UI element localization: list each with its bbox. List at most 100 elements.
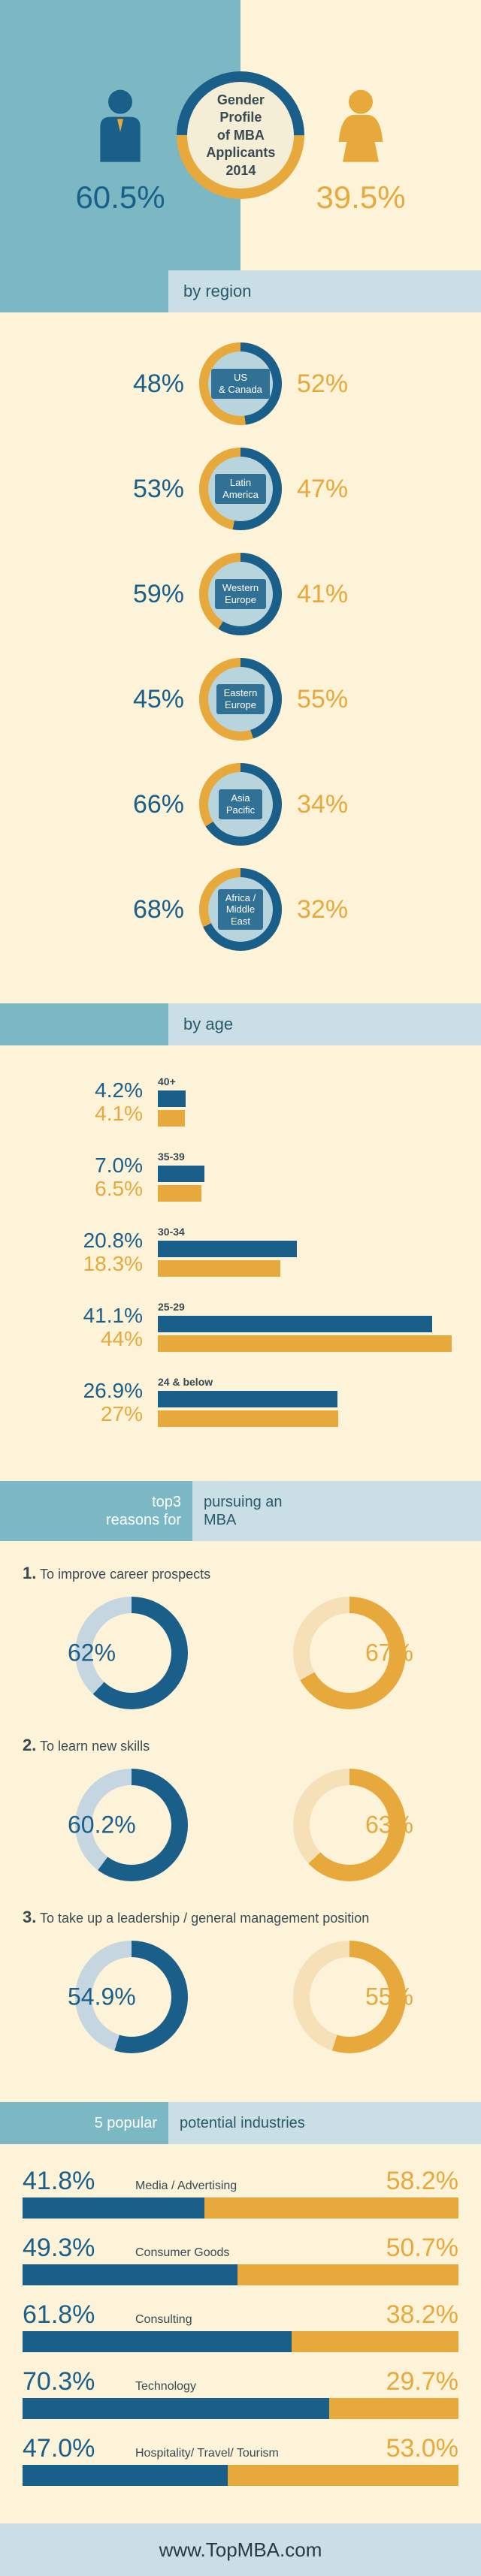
male-icon <box>90 86 150 168</box>
industry-bar-male <box>23 2264 237 2285</box>
age-male-pct: 26.9% <box>23 1380 143 1403</box>
donut-value: 63% <box>365 1811 413 1839</box>
age-row: 4.2% 4.1% 40+ <box>23 1075 458 1130</box>
infographic-root: 60.5% 39.5% Gender Profile of MBA Applic… <box>0 0 481 2576</box>
region-female-pct: 55% <box>297 685 387 714</box>
industry-label: Technology <box>135 2380 346 2397</box>
age-female-pct: 44% <box>23 1328 143 1351</box>
donut-chart: 60.2% <box>75 1769 188 1881</box>
age-row: 41.1% 44% 25-29 <box>23 1301 458 1355</box>
region-female-pct: 41% <box>297 580 387 609</box>
age-label: 40+ <box>158 1075 458 1087</box>
age-male-pct: 41.1% <box>23 1305 143 1328</box>
region-female-pct: 47% <box>297 475 387 504</box>
region-label: Western Europe <box>215 579 266 608</box>
section-age-bar: by age <box>0 1003 481 1045</box>
region-female-pct: 32% <box>297 895 387 925</box>
industry-male-pct: 61.8% <box>23 2300 135 2330</box>
reason-title: 2. To learn new skills <box>23 1736 458 1755</box>
age-bar-female <box>158 1410 338 1427</box>
age-bar-female <box>158 1335 452 1352</box>
age-bar-female <box>158 1110 185 1127</box>
age-male-pct: 7.0% <box>23 1154 143 1178</box>
female-pct: 39.5% <box>316 179 405 216</box>
industry-male-pct: 49.3% <box>23 2234 135 2263</box>
age-label: 35-39 <box>158 1151 458 1163</box>
age-female-pct: 27% <box>23 1403 143 1426</box>
region-male-pct: 66% <box>94 790 184 819</box>
industry-female-pct: 50.7% <box>346 2234 458 2263</box>
industry-bar <box>23 2398 458 2419</box>
age-male-pct: 20.8% <box>23 1229 143 1253</box>
age-bar-male <box>158 1241 297 1257</box>
region-label: Latin America <box>215 474 266 503</box>
industry-bar <box>23 2197 458 2219</box>
region-globe: US & Canada <box>199 342 282 425</box>
age-female-pct: 4.1% <box>23 1102 143 1126</box>
reason-row: 62% 67% <box>23 1597 458 1709</box>
donut-chart: 62% <box>75 1597 188 1709</box>
age-bar-female <box>158 1260 280 1277</box>
industry-bar-male <box>23 2197 204 2219</box>
region-globe: Africa / Middle East <box>199 868 282 951</box>
region-row: 66% Asia Pacific 34% <box>23 763 458 846</box>
industry-label: Hospitality/ Travel/ Tourism <box>135 2447 346 2463</box>
region-row: 53% Latin America 47% <box>23 448 458 530</box>
donut-chart: 54.9% <box>75 1941 188 2053</box>
region-label: Eastern Europe <box>216 684 265 713</box>
age-bar-male <box>158 1316 432 1332</box>
age-label: 24 & below <box>158 1376 458 1388</box>
region-row: 68% Africa / Middle East 32% <box>23 868 458 951</box>
donut-chart: 67% <box>293 1597 406 1709</box>
industry-bar <box>23 2331 458 2352</box>
region-male-pct: 68% <box>94 895 184 925</box>
reason-row: 60.2% 63% <box>23 1769 458 1881</box>
age-bar-female <box>158 1185 201 1202</box>
industry-label: Consumer Goods <box>135 2246 346 2263</box>
industry-row: 41.8% Media / Advertising 58.2% <box>23 2167 458 2219</box>
region-female-pct: 34% <box>297 790 387 819</box>
age-bar-male <box>158 1090 186 1107</box>
industry-female-pct: 58.2% <box>346 2167 458 2196</box>
donut-value: 62% <box>68 1639 116 1667</box>
industry-male-pct: 70.3% <box>23 2367 135 2397</box>
industry-bar-male <box>23 2398 329 2419</box>
age-male-pct: 4.2% <box>23 1079 143 1102</box>
reasons-header-left: top3 reasons for <box>0 1481 192 1541</box>
industry-row: 61.8% Consulting 38.2% <box>23 2300 458 2352</box>
age-bar-male <box>158 1391 337 1407</box>
reason-title: 3. To take up a leadership / general man… <box>23 1908 458 1927</box>
age-label: 30-34 <box>158 1226 458 1238</box>
title-text: Gender Profile of MBA Applicants 2014 <box>206 92 275 179</box>
donut-value: 60.2% <box>68 1811 136 1839</box>
reasons-header: top3 reasons for pursuing an MBA <box>0 1481 481 1541</box>
age-bar-male <box>158 1166 204 1182</box>
region-globe: Western Europe <box>199 553 282 635</box>
industry-label: Media / Advertising <box>135 2179 346 2196</box>
industry-female-pct: 53.0% <box>346 2434 458 2463</box>
industry-bar-female <box>329 2398 458 2419</box>
age-female-pct: 18.3% <box>23 1253 143 1276</box>
female-icon <box>331 86 391 168</box>
industry-male-pct: 47.0% <box>23 2434 135 2463</box>
age-row: 7.0% 6.5% 35-39 <box>23 1151 458 1205</box>
region-row: 48% US & Canada 52% <box>23 342 458 425</box>
industry-row: 47.0% Hospitality/ Travel/ Tourism 53.0% <box>23 2434 458 2486</box>
industry-bar-female <box>204 2197 458 2219</box>
industry-label: Consulting <box>135 2313 346 2330</box>
region-globe: Eastern Europe <box>199 658 282 741</box>
regions-section: 48% US & Canada 52% 53% Latin America 47… <box>0 312 481 1003</box>
industries-header-left: 5 popular <box>0 2102 168 2144</box>
region-male-pct: 59% <box>94 580 184 609</box>
donut-value: 55% <box>365 1983 413 2011</box>
age-female-pct: 6.5% <box>23 1178 143 1201</box>
section-region-label: by region <box>168 270 481 312</box>
industry-female-pct: 29.7% <box>346 2367 458 2397</box>
donut-value: 54.9% <box>68 1983 136 2011</box>
age-section: 4.2% 4.1% 40+ 7.0% 6.5% 35-39 20.8% 18.3… <box>0 1045 481 1481</box>
male-pct: 60.5% <box>75 179 165 216</box>
industry-row: 49.3% Consumer Goods 50.7% <box>23 2234 458 2285</box>
region-row: 59% Western Europe 41% <box>23 553 458 635</box>
industry-bar-male <box>23 2331 292 2352</box>
region-label: Africa / Middle East <box>218 889 263 931</box>
